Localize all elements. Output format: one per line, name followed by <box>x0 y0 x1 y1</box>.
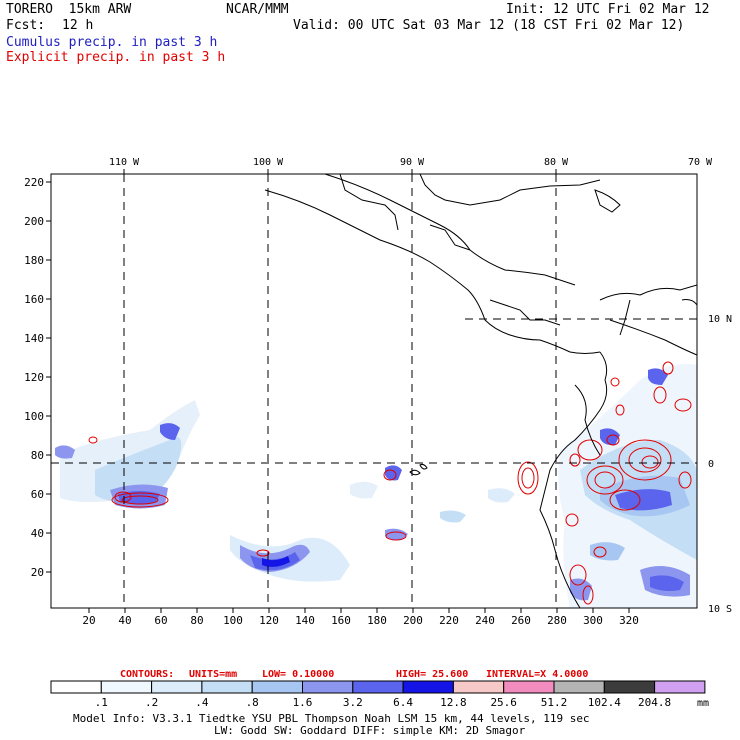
x-tick-label: 60 <box>154 614 167 627</box>
lon-label-70w: 70 W <box>688 157 713 168</box>
map-frame <box>50 173 698 609</box>
contours-units: UNITS=mm <box>189 669 237 680</box>
colorbar-label: .1 <box>95 696 108 709</box>
lon-label-110w: 110 W <box>109 157 140 168</box>
y-tick-label: 120 <box>24 371 44 384</box>
colorbar-swatch <box>603 680 656 694</box>
explicit-precip-contours <box>88 361 692 605</box>
lon-label-80w: 80 W <box>544 157 569 168</box>
colorbar-swatch <box>352 680 404 694</box>
cumulus-precip-shading <box>55 364 697 608</box>
x-tick-label: 120 <box>259 614 279 627</box>
colorbar-swatch <box>302 680 354 694</box>
forecast-label: Fcst: <box>6 18 46 33</box>
y-tick-label: 140 <box>24 332 44 345</box>
colorbar-swatch <box>201 680 253 694</box>
x-tick-label: 240 <box>475 614 495 627</box>
colorbar-swatch <box>452 680 505 694</box>
x-tick-label: 200 <box>403 614 423 627</box>
y-tick-label: 60 <box>31 488 44 501</box>
x-tick-label: 80 <box>190 614 203 627</box>
model-info-line1: Model Info: V3.3.1 Tiedtke YSU PBL Thomp… <box>73 712 590 725</box>
x-tick-label: 320 <box>619 614 639 627</box>
colorbar-swatch <box>402 680 454 694</box>
valid-time: Valid: 00 UTC Sat 03 Mar 12 (18 CST Fri … <box>293 18 685 33</box>
y-tick-label: 180 <box>24 254 44 267</box>
forecast-hour: 12 h <box>62 18 94 33</box>
contours-label: CONTOURS: <box>120 669 174 680</box>
colorbar-label: .2 <box>145 696 158 709</box>
lat-label-10n: 10 N <box>708 314 732 325</box>
x-tick-label: 100 <box>223 614 243 627</box>
y-tick-label: 40 <box>31 527 44 540</box>
lat-label-equator: 0 <box>708 459 714 470</box>
x-tick-label: 260 <box>511 614 531 627</box>
x-tick-label: 140 <box>295 614 315 627</box>
colorbar-label: .8 <box>246 696 259 709</box>
contours-low: LOW= 0.10000 <box>262 669 334 680</box>
lon-label-100w: 100 W <box>253 157 284 168</box>
colorbar-swatch <box>503 680 555 694</box>
init-time: Init: 12 UTC Fri 02 Mar 12 <box>506 2 710 17</box>
x-tick-label: 20 <box>82 614 95 627</box>
latlon-grid <box>51 174 697 608</box>
lat-label-10s: 10 S <box>708 604 732 615</box>
colorbar-label: 102.4 <box>588 696 621 709</box>
model-title: TORERO 15km ARW <box>6 2 132 17</box>
y-tick-label: 160 <box>24 293 44 306</box>
colorbar-label: 12.8 <box>440 696 467 709</box>
colorbar-swatch <box>654 680 706 694</box>
x-tick-label: 160 <box>331 614 351 627</box>
colorbar-swatch <box>251 680 303 694</box>
lon-label-90w: 90 W <box>400 157 425 168</box>
colorbar-label: 204.8 <box>638 696 671 709</box>
colorbar-unit: mm <box>697 698 709 709</box>
colorbar-label: .4 <box>195 696 209 709</box>
colorbar-label: 51.2 <box>541 696 568 709</box>
contours-high: HIGH= 25.600 <box>396 669 468 680</box>
colorbar-swatch <box>553 680 605 694</box>
y-tick-label: 100 <box>24 410 44 423</box>
organization-label: NCAR/MMM <box>226 2 289 17</box>
y-tick-label: 220 <box>24 176 44 189</box>
cumulus-legend: Cumulus precip. in past 3 h <box>6 35 218 50</box>
x-tick-label: 220 <box>439 614 459 627</box>
colorbar-label: 1.6 <box>293 696 313 709</box>
x-tick-label: 180 <box>367 614 387 627</box>
colorbar-label: 25.6 <box>490 696 517 709</box>
y-tick-label: 20 <box>31 566 44 579</box>
contours-interval: INTERVAL=X 4.0000 <box>486 669 588 680</box>
coastlines <box>264 174 697 608</box>
x-tick-label: 300 <box>583 614 603 627</box>
x-tick-label: 40 <box>118 614 131 627</box>
model-info-line2: LW: Godd SW: Goddard DIFF: simple KM: 2D… <box>214 724 526 737</box>
y-tick-label: 80 <box>31 449 44 462</box>
colorbar: .1 .2 .4 .8 1.6 3.2 6.4 12.8 25.6 51.2 102.4 204.8 <box>50 680 706 709</box>
colorbar-swatch <box>50 680 102 694</box>
colorbar-label: 6.4 <box>393 696 413 709</box>
colorbar-label: 3.2 <box>343 696 363 709</box>
explicit-legend: Explicit precip. in past 3 h <box>6 50 226 65</box>
x-tick-label: 280 <box>547 614 567 627</box>
colorbar-swatch <box>151 680 203 694</box>
colorbar-swatch <box>100 680 153 694</box>
y-tick-label: 200 <box>24 215 44 228</box>
